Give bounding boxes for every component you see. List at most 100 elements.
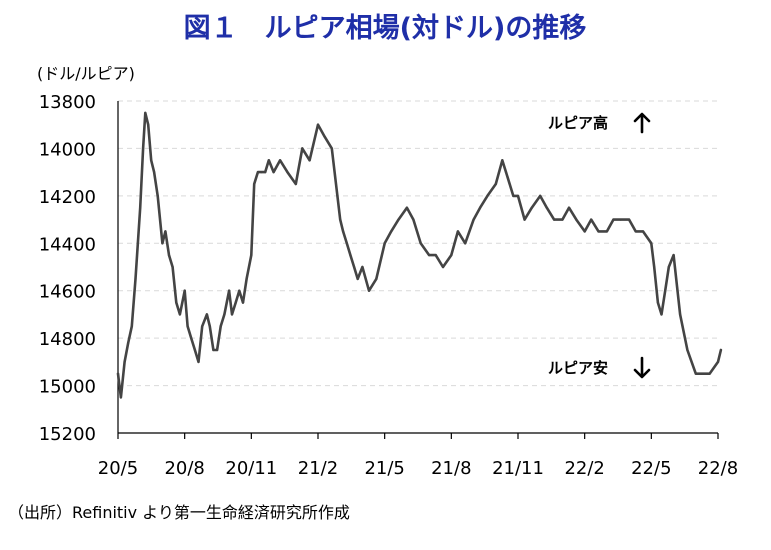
series-point xyxy=(260,171,263,174)
series-point xyxy=(116,372,120,375)
series-point xyxy=(142,147,145,150)
series-point xyxy=(253,182,256,186)
y-tick-label: 15200 xyxy=(39,424,96,445)
series-point xyxy=(178,313,181,316)
series-point xyxy=(127,341,130,344)
series-point xyxy=(130,325,133,328)
series-point xyxy=(390,230,393,233)
series-point xyxy=(153,171,156,174)
y-tick-label: 14400 xyxy=(39,234,96,255)
series-point xyxy=(383,242,386,245)
series-point xyxy=(349,254,352,257)
series-point xyxy=(186,325,189,328)
series-point xyxy=(345,242,348,245)
series-point xyxy=(147,123,150,126)
series-point xyxy=(701,372,704,375)
series-point xyxy=(219,325,222,328)
series-point xyxy=(694,372,697,375)
series-point xyxy=(575,218,578,221)
series-point xyxy=(553,218,556,221)
chart-title: 図１ ルピア相場(対ドル)の推移 xyxy=(184,13,587,44)
series-point xyxy=(308,159,311,162)
y-axis-unit-label: (ドル/ルピア) xyxy=(37,64,135,83)
series-point xyxy=(441,265,445,269)
series-point xyxy=(339,218,342,221)
series-point xyxy=(161,242,164,245)
series-point xyxy=(523,218,526,221)
y-tick-label: 14000 xyxy=(39,139,96,160)
series-point xyxy=(653,265,656,269)
series-point xyxy=(628,218,631,221)
y-tick-label: 13800 xyxy=(39,92,96,113)
series-point xyxy=(123,360,126,363)
series-point xyxy=(619,218,622,221)
series-point xyxy=(316,123,320,126)
x-tick-label: 21/2 xyxy=(298,458,338,479)
series-point xyxy=(667,265,670,269)
series-point xyxy=(434,254,437,257)
series-point xyxy=(245,277,248,280)
series-point xyxy=(516,194,520,197)
series-point xyxy=(664,289,667,292)
series-point xyxy=(412,218,415,221)
series-point xyxy=(641,230,645,233)
series-point xyxy=(719,348,723,352)
series-point xyxy=(361,265,364,269)
series-point xyxy=(223,313,226,316)
series-point xyxy=(323,135,326,138)
series-point xyxy=(708,372,711,375)
series-group xyxy=(116,111,723,399)
series-point xyxy=(634,230,637,233)
series-point xyxy=(650,242,653,245)
annotation-rupiah-down-text: ルピア安 xyxy=(548,359,608,377)
y-tick-label: 14600 xyxy=(39,282,96,303)
series-point xyxy=(294,182,297,186)
series-point xyxy=(590,218,593,221)
x-tick-label: 21/5 xyxy=(364,458,404,479)
series-point xyxy=(267,159,270,162)
series-point xyxy=(419,242,422,245)
x-tick-label: 22/5 xyxy=(631,458,671,479)
series-point xyxy=(494,182,497,186)
series-point xyxy=(567,206,571,209)
series-point xyxy=(230,313,234,316)
y-tick-label: 14800 xyxy=(39,329,96,350)
series-point xyxy=(197,360,200,363)
series-point xyxy=(530,206,533,209)
series-point xyxy=(134,277,137,280)
series-point xyxy=(238,289,241,292)
series-point xyxy=(367,289,371,292)
series-point xyxy=(301,147,304,150)
series-point xyxy=(479,206,482,209)
x-tick-label: 22/8 xyxy=(698,458,738,479)
grid-lines xyxy=(118,100,718,387)
series-point xyxy=(583,230,586,233)
series-point xyxy=(156,194,159,197)
series-point xyxy=(428,254,431,257)
series-point xyxy=(144,111,147,114)
y-tick-label: 15000 xyxy=(39,377,96,398)
series-point xyxy=(450,254,453,257)
series-point xyxy=(672,254,675,257)
annotation-rupiah-up-text: ルピア高 xyxy=(548,114,608,132)
x-tick-label: 22/2 xyxy=(564,458,604,479)
series-point xyxy=(234,301,237,304)
y-tick-labels: 13800 14000 14200 14400 14600 14800 15000 15200 xyxy=(39,92,96,445)
series-point xyxy=(212,348,215,352)
x-tick-label: 20/11 xyxy=(225,458,277,479)
series-point xyxy=(205,313,208,316)
series-point xyxy=(504,171,508,174)
series-point xyxy=(464,242,467,245)
series-point xyxy=(201,325,204,328)
series-point xyxy=(405,206,408,209)
series-point xyxy=(605,230,609,233)
annotation-rupiah-up: ルピア高 xyxy=(548,112,651,134)
arrow-down-icon xyxy=(633,356,651,379)
series-point xyxy=(241,301,245,304)
series-point xyxy=(597,230,600,233)
y-tick-label: 14200 xyxy=(39,187,96,208)
series-point xyxy=(679,313,682,316)
x-tick-label: 21/11 xyxy=(492,458,544,479)
